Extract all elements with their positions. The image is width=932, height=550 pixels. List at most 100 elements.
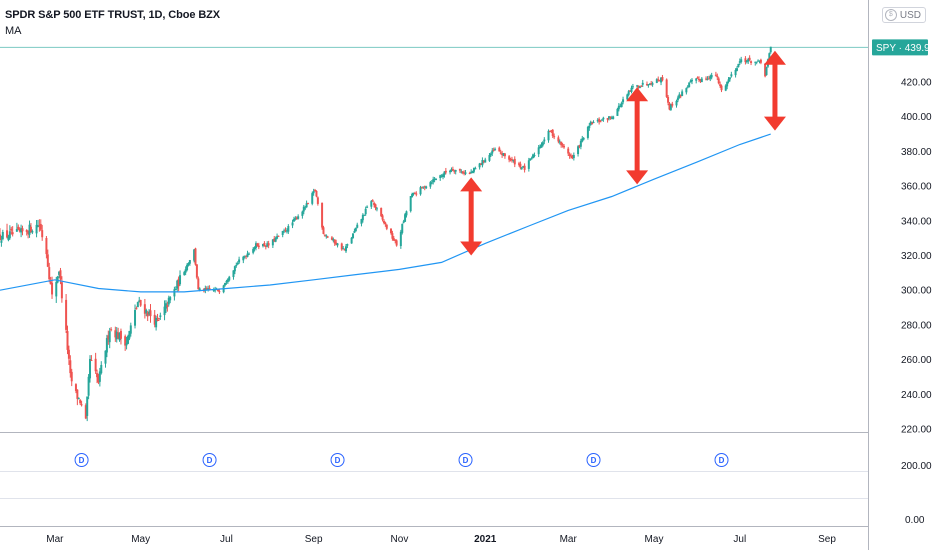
- candle-body: [717, 78, 720, 84]
- candle-body: [726, 81, 729, 87]
- candle-body: [117, 332, 120, 339]
- candle-body: [582, 138, 585, 140]
- candle-body: [375, 208, 378, 210]
- x-axis-tick-label: Mar: [560, 534, 578, 545]
- candle-body: [17, 226, 20, 230]
- candle-body: [186, 264, 189, 271]
- candle-body: [143, 304, 146, 314]
- candle-body: [720, 85, 723, 91]
- moving-average-line[interactable]: [0, 133, 771, 293]
- x-axis-tick-label: Sep: [305, 534, 323, 545]
- candle-body: [41, 230, 44, 238]
- candle-body: [647, 84, 650, 86]
- candle-body: [425, 186, 428, 189]
- double-arrow-icon[interactable]: [626, 170, 649, 185]
- candle-body: [60, 282, 63, 299]
- candle-body: [706, 78, 709, 80]
- dividend-marker-label: D: [335, 456, 341, 465]
- candle-body: [139, 299, 142, 306]
- candle-body: [247, 253, 250, 255]
- candle-body: [665, 79, 668, 97]
- candle-body: [442, 174, 445, 178]
- double-arrow-icon[interactable]: [763, 50, 786, 65]
- candle-body: [187, 263, 190, 265]
- double-arrow-icon[interactable]: [763, 116, 786, 131]
- candle-body: [451, 169, 454, 171]
- candle-body: [36, 225, 39, 227]
- candle-body: [371, 200, 374, 202]
- candle-body: [305, 203, 308, 208]
- candle-body: [540, 144, 543, 148]
- currency-selector[interactable]: $ USD: [881, 7, 926, 23]
- last-price-tag[interactable]: [872, 39, 928, 56]
- candle-body: [401, 224, 404, 233]
- dividend-d-icon[interactable]: [586, 453, 601, 467]
- double-arrow-icon[interactable]: [626, 87, 649, 102]
- candle-body: [391, 233, 394, 239]
- candle-body: [271, 239, 274, 246]
- candle-body: [267, 243, 270, 246]
- candle-body: [655, 79, 658, 83]
- candle-body: [56, 276, 59, 283]
- candle-body: [696, 77, 699, 79]
- candle-body: [481, 159, 484, 166]
- candle-body: [242, 256, 245, 261]
- candle-body: [167, 297, 170, 305]
- candle-body: [499, 152, 502, 154]
- candle-body: [135, 308, 138, 310]
- x-axis-tick-label: Nov: [391, 534, 409, 545]
- candle-body: [45, 237, 48, 255]
- indicator-label[interactable]: MA: [5, 25, 22, 37]
- chart-title[interactable]: SPDR S&P 500 ETF TRUST, 1D, Cboe BZX: [5, 9, 221, 21]
- double-arrow-icon[interactable]: [460, 241, 483, 256]
- candle-body: [512, 160, 515, 162]
- candle-body: [277, 235, 280, 237]
- candle-body: [256, 243, 259, 247]
- currency-usd-icon: $: [884, 9, 897, 21]
- dividend-marker-label: D: [591, 456, 597, 465]
- candle-body: [738, 61, 741, 63]
- dividend-d-icon[interactable]: [74, 453, 89, 467]
- candle-body: [645, 83, 648, 85]
- candle-body: [627, 91, 630, 95]
- candle-body: [513, 158, 516, 165]
- candle-body: [39, 223, 42, 230]
- candle-body: [449, 170, 452, 173]
- candle-body: [287, 226, 290, 232]
- candle-body: [444, 170, 447, 173]
- candle-body: [366, 206, 369, 208]
- candle-body: [650, 83, 653, 85]
- dividend-d-icon[interactable]: [330, 453, 345, 467]
- candle-body: [235, 264, 238, 266]
- candle-body: [698, 79, 701, 81]
- candle-body: [238, 259, 241, 263]
- candle-body: [728, 77, 731, 80]
- candle-body: [46, 254, 49, 267]
- candle-body: [302, 206, 305, 212]
- dividend-d-icon[interactable]: [458, 453, 473, 467]
- x-axis-tick-label: Sep: [818, 534, 836, 545]
- dividend-d-icon[interactable]: [202, 453, 217, 467]
- candle-body: [435, 178, 438, 180]
- double-arrow-icon[interactable]: [460, 177, 483, 192]
- candle-body: [464, 172, 467, 174]
- candle-body: [596, 119, 599, 122]
- candle-body: [689, 80, 692, 83]
- candle-body: [254, 243, 257, 248]
- candle-body: [283, 230, 286, 232]
- candle-body: [188, 260, 191, 264]
- candle-body: [59, 270, 62, 280]
- candle-body: [125, 343, 128, 346]
- candle-body: [626, 94, 629, 100]
- candle-body: [537, 147, 540, 155]
- candle-body: [550, 130, 553, 132]
- last-price-label: SPY · 439.94: [876, 43, 932, 54]
- candle-body: [179, 275, 182, 285]
- candle-body: [128, 330, 131, 339]
- dividend-d-icon[interactable]: [714, 453, 729, 467]
- candle-body: [508, 156, 511, 160]
- candle-body: [197, 278, 200, 290]
- candle-body: [489, 153, 492, 156]
- candle-body: [411, 193, 414, 198]
